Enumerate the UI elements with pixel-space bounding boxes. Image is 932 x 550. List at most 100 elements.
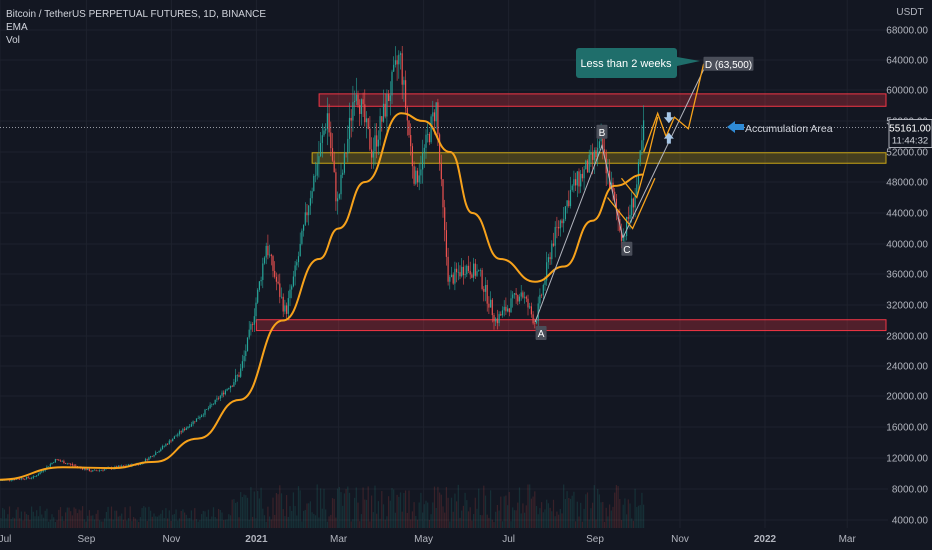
volume-bar xyxy=(42,517,45,528)
cd-leg-line xyxy=(622,63,707,239)
volume-bar xyxy=(561,513,563,528)
volume-bar xyxy=(19,518,21,528)
volume-bar xyxy=(122,519,124,528)
volume-bar xyxy=(83,519,85,528)
volume-bar xyxy=(459,517,461,528)
candle-body xyxy=(267,245,269,256)
volume-bar xyxy=(136,520,138,528)
candle-body xyxy=(450,274,453,278)
volume-bar xyxy=(428,520,430,528)
candle-body xyxy=(238,375,240,377)
volume-bar xyxy=(141,508,143,528)
arrow-left-icon xyxy=(727,121,744,133)
candle-body xyxy=(405,80,407,109)
candle-body xyxy=(177,434,179,436)
candle-body xyxy=(37,474,39,476)
volume-indicator-label[interactable]: Vol xyxy=(6,35,20,46)
candle-body xyxy=(235,375,237,383)
volume-bar xyxy=(178,518,181,528)
volume-bar xyxy=(87,515,89,528)
candle-body xyxy=(153,455,155,457)
candle-body xyxy=(308,205,310,216)
volume-bar xyxy=(525,505,527,528)
candle-body xyxy=(335,172,337,202)
candle-body xyxy=(25,477,28,480)
candle-body xyxy=(313,175,315,192)
volume-bar xyxy=(12,517,14,528)
candle-body xyxy=(330,132,332,149)
volume-bar xyxy=(204,511,206,528)
candle-body xyxy=(561,220,563,224)
volume-bar xyxy=(229,515,232,528)
volume-bar xyxy=(263,515,266,528)
candle-body xyxy=(517,295,519,302)
volume-bar xyxy=(158,515,160,528)
volume-bar xyxy=(207,509,209,528)
candle-body xyxy=(73,465,75,466)
time-tick-label: 2021 xyxy=(245,534,268,545)
candle-body xyxy=(592,152,594,160)
accumulation-label: Accumulation Area xyxy=(745,123,833,135)
candle-body xyxy=(325,129,327,131)
candle-body xyxy=(498,314,500,324)
volume-bar xyxy=(107,506,109,528)
candle-body xyxy=(631,198,633,215)
volume-bar xyxy=(384,519,386,528)
candle-body xyxy=(459,272,461,277)
volume-bar xyxy=(299,490,301,528)
label-box xyxy=(621,241,633,256)
candle-body xyxy=(17,478,19,480)
candle-body xyxy=(622,236,624,241)
candle-body xyxy=(289,289,291,299)
candle-body xyxy=(452,274,454,284)
volume-bar xyxy=(580,502,582,528)
volume-bar xyxy=(117,516,119,528)
volume-bar xyxy=(641,492,643,528)
volume-bar xyxy=(537,514,539,528)
projection-line-lower xyxy=(607,177,656,230)
volume-bar xyxy=(345,489,347,528)
price-tick-label: 64000.00 xyxy=(886,56,928,67)
candle-body xyxy=(241,361,243,369)
volume-bar xyxy=(296,515,298,528)
candle-body xyxy=(394,60,396,65)
volume-bar xyxy=(155,516,157,528)
candle-body xyxy=(583,169,585,179)
price-tick-label: 32000.00 xyxy=(886,301,928,312)
candle-body xyxy=(216,398,218,400)
candle-body xyxy=(350,117,352,121)
candle-body xyxy=(122,465,124,467)
candle-body xyxy=(433,112,436,122)
volume-bar xyxy=(323,488,325,528)
volume-bar xyxy=(231,499,233,528)
volume-bar xyxy=(267,506,269,528)
candle-body xyxy=(245,351,247,356)
volume-bar xyxy=(163,517,165,528)
volume-bar xyxy=(464,492,466,528)
ema-indicator-label[interactable]: EMA xyxy=(6,22,28,33)
volume-bar xyxy=(150,510,152,528)
volume-bar xyxy=(180,510,182,528)
volume-bar xyxy=(311,512,313,528)
volume-bar xyxy=(461,510,463,528)
candle-body xyxy=(82,467,84,470)
volume-bar xyxy=(637,505,640,528)
volume-bar xyxy=(243,494,245,528)
candle-body xyxy=(466,265,468,275)
candle-body xyxy=(355,94,357,101)
volume-bar xyxy=(151,516,153,528)
volume-bar xyxy=(530,498,532,528)
arrow-up-icon xyxy=(663,132,674,144)
volume-bar xyxy=(566,491,568,528)
candle-body xyxy=(534,323,536,324)
candle-body xyxy=(263,257,266,264)
candle-body xyxy=(314,175,317,177)
volume-bar xyxy=(559,508,561,528)
candle-body xyxy=(490,299,492,308)
symbol-title[interactable]: Bitcoin / TetherUS PERPETUAL FUTURES, 1D… xyxy=(6,9,267,20)
candle-body xyxy=(348,117,351,139)
volume-bar xyxy=(476,508,478,528)
candle-body xyxy=(539,294,541,304)
candle-body xyxy=(641,140,643,151)
